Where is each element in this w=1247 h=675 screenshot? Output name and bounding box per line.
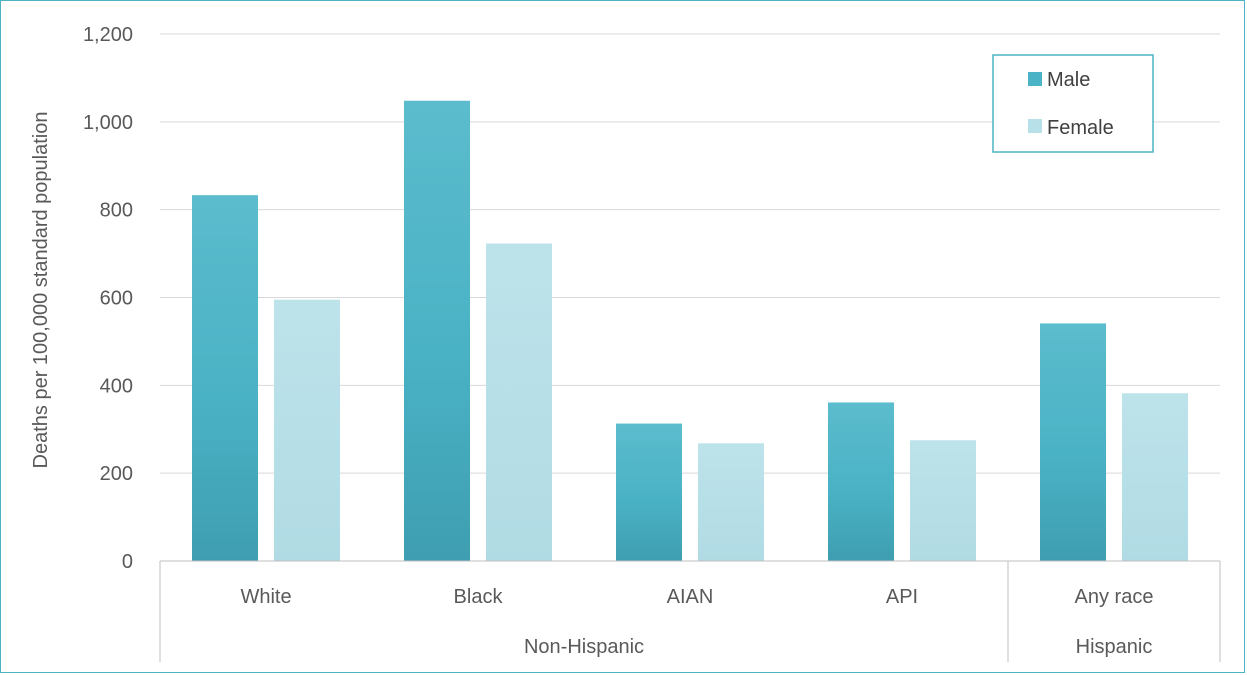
legend-swatch-female — [1028, 119, 1042, 133]
legend-label-male: Male — [1047, 69, 1090, 91]
bar-male-any-race — [1040, 323, 1106, 561]
y-tick-label: 1,200 — [83, 24, 133, 46]
bar-female-aian — [698, 443, 764, 561]
y-axis-ticks: 0 200 400 600 800 1,000 1,200 — [83, 24, 133, 573]
x-group-label: Non-Hispanic — [524, 636, 644, 658]
bar-male-black — [404, 100, 470, 562]
x-tick-label: AIAN — [667, 586, 714, 608]
x-tick-label: Any race — [1075, 586, 1154, 608]
bar-male-aian — [616, 423, 682, 561]
x-group-label: Hispanic — [1076, 636, 1153, 658]
x-tick-label: Black — [454, 586, 504, 608]
x-tick-label: White — [240, 586, 291, 608]
y-tick-label: 800 — [100, 200, 133, 222]
legend-label-female: Female — [1047, 117, 1114, 139]
legend: Male Female — [992, 54, 1154, 153]
bar-female-black — [486, 243, 552, 562]
legend-swatch-male — [1028, 72, 1042, 86]
bar-male-api — [828, 402, 894, 561]
y-tick-label: 1,000 — [83, 112, 133, 134]
bar-female-white — [274, 299, 340, 561]
y-tick-label: 0 — [122, 551, 133, 573]
y-tick-label: 400 — [100, 375, 133, 397]
legend-box — [992, 54, 1154, 153]
bar-male-white — [192, 195, 258, 561]
y-tick-label: 600 — [100, 288, 133, 310]
y-axis-label: Deaths per 100,000 standard population — [30, 112, 52, 469]
y-tick-label: 200 — [100, 463, 133, 485]
x-axis: White Black AIAN API Any race Non-Hispanic His… — [159, 560, 1221, 662]
bar-female-api — [910, 440, 976, 561]
x-tick-label: API — [886, 586, 918, 608]
bars — [192, 100, 1188, 562]
bar-female-any-race — [1122, 393, 1188, 561]
